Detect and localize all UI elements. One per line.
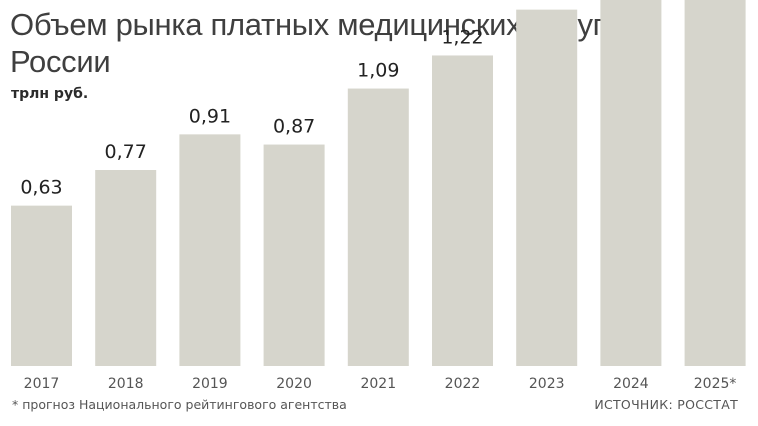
value-label-2020: 0,87 [273,116,315,138]
year-label-2022: 2022 [445,376,481,392]
value-label-2022: 1,22 [441,26,483,48]
bar-2020 [263,144,325,366]
source-note: ИСТОЧНИК: РОССТАТ [594,397,738,412]
value-label-2017: 0,63 [20,177,62,199]
bar-2018 [95,170,157,366]
year-label-2018: 2018 [108,376,144,392]
bar-2023 [516,9,578,367]
value-label-2019: 0,91 [189,105,231,127]
year-label-2023: 2023 [529,376,565,392]
unit-label: трлн руб. [11,86,89,102]
forecast-footnote: * прогноз Национального рейтингового аге… [12,397,347,412]
year-label-2019: 2019 [192,376,228,392]
value-label-2023: 1,4 [532,0,562,3]
bar-2021 [347,88,409,366]
bars-group [11,0,746,367]
year-label-2025*: 2025* [694,376,737,392]
value-label-2018: 0,77 [105,141,147,163]
bar-2022 [432,55,493,367]
bar-2024 [600,0,662,366]
value-labels-group: 0,630,770,910,871,091,221,41,571,83 [20,0,562,199]
bar-2025* [684,0,746,366]
year-label-2020: 2020 [276,376,312,392]
year-label-2021: 2021 [360,376,396,392]
bar-2017 [11,205,72,366]
year-label-2017: 2017 [24,376,60,392]
value-label-2021: 1,09 [357,60,399,82]
bar-2019 [179,134,241,366]
year-label-2024: 2024 [613,376,649,392]
year-labels-group: 2017 2018 2019 2020 2021 2022 2023 2024 2025* [24,376,737,392]
